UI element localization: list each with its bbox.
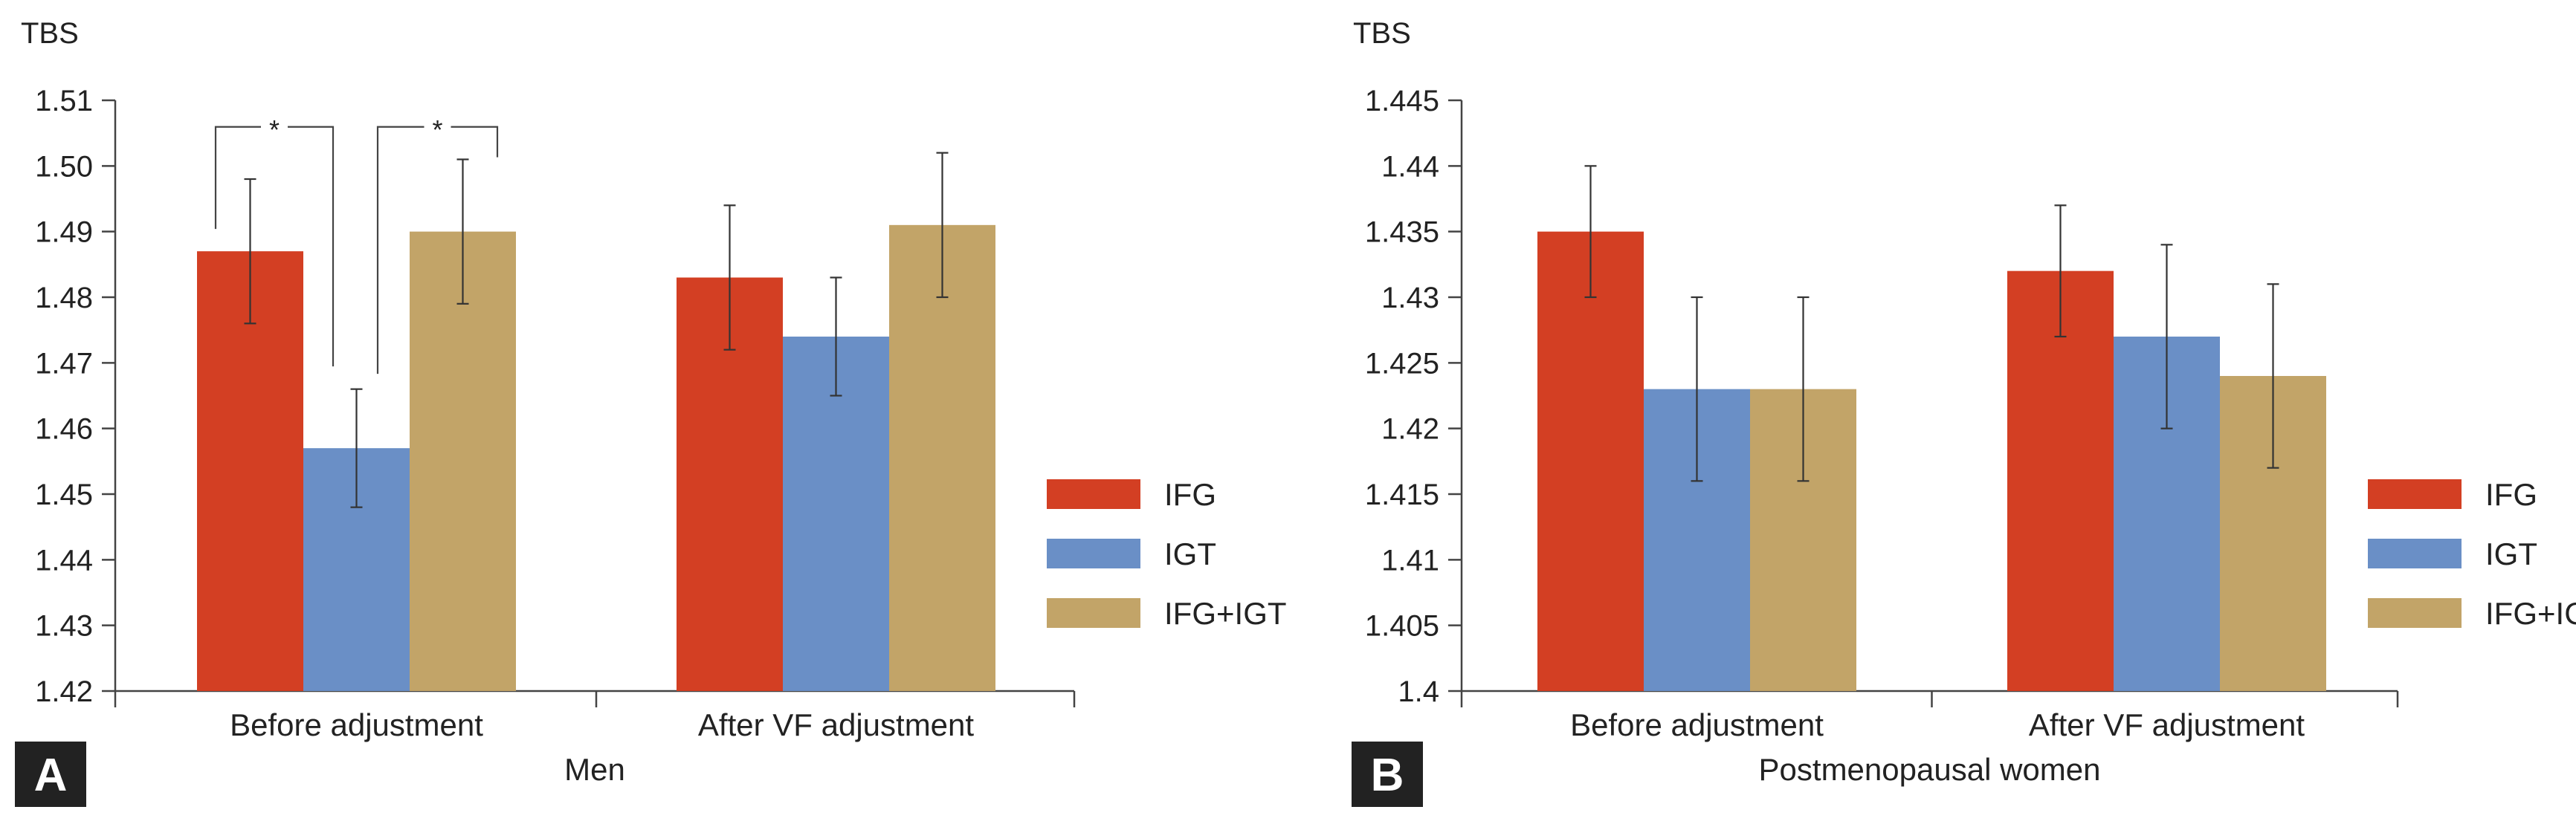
y-tick-label: 1.44 — [35, 544, 93, 577]
y-tick-label: 1.415 — [1365, 479, 1439, 511]
y-tick-label: 1.51 — [35, 85, 93, 117]
panel-label: B — [1371, 750, 1404, 801]
y-axis-title: TBS — [1353, 17, 1411, 50]
panel-label-box — [15, 742, 86, 807]
x-category-label: Before adjustment — [230, 707, 483, 742]
legend-swatch-igt — [1047, 539, 1140, 568]
legend-label: IFG — [1164, 477, 1216, 512]
x-axis-title: Men — [564, 752, 625, 787]
y-tick-label: 1.47 — [35, 347, 93, 380]
legend-label: IGT — [2485, 536, 2537, 571]
y-tick-label: 1.43 — [35, 610, 93, 643]
legend-swatch-ifg — [2368, 479, 2462, 509]
y-tick-label: 1.48 — [35, 282, 93, 314]
significance-star: * — [269, 114, 280, 145]
legend-swatch-ifg-igt — [1047, 598, 1140, 628]
y-tick-label: 1.405 — [1365, 610, 1439, 643]
x-axis-title: Postmenopausal women — [1759, 752, 2101, 787]
y-tick-label: 1.42 — [1381, 413, 1439, 446]
y-tick-label: 1.45 — [35, 479, 93, 511]
x-category-label: Before adjustment — [1570, 707, 1824, 742]
y-tick-label: 1.445 — [1365, 85, 1439, 117]
bar-ifg-0 — [1537, 231, 1644, 692]
panel-label: A — [34, 750, 68, 801]
y-tick-label: 1.425 — [1365, 347, 1439, 380]
significance-star: * — [432, 114, 442, 145]
y-tick-label: 1.50 — [35, 150, 93, 183]
chart-panel-b: 1.4 1.405 1.41 1.415 1.42 1.425 1.43 1.435 1.44 1… — [1352, 17, 2576, 807]
x-category-label: After VF adjustment — [2029, 707, 2305, 742]
legend-label: IFG+IGT — [2485, 596, 2576, 631]
y-tick-label: 1.46 — [35, 413, 93, 446]
y-tick-label: 1.43 — [1381, 282, 1439, 314]
y-tick-label: 1.42 — [35, 675, 93, 708]
bar-ifg-0 — [197, 251, 303, 692]
bar-ifg-igt-0 — [410, 231, 516, 692]
chart-panel-a: 1.42 1.43 1.44 1.45 1.46 1.47 1.48 1.49 1.50 1.51… — [15, 17, 1287, 807]
bar-ifg-1 — [2007, 270, 2114, 692]
significance-gap — [424, 119, 451, 134]
y-tick-label: 1.4 — [1398, 675, 1439, 708]
y-axis-title: TBS — [21, 17, 79, 50]
legend-swatch-ifg — [1047, 479, 1140, 509]
legend-label: IGT — [1164, 536, 1216, 571]
panel-label-box — [1352, 742, 1423, 807]
y-tick-label: 1.41 — [1381, 544, 1439, 577]
y-tick-label: 1.49 — [35, 216, 93, 249]
legend-swatch-igt — [2368, 539, 2462, 568]
legend-swatch-ifg-igt — [2368, 598, 2462, 628]
x-category-label: After VF adjustment — [698, 707, 974, 742]
legend-label: IFG — [2485, 477, 2537, 512]
significance-gap — [261, 119, 288, 134]
legend-label: IFG+IGT — [1164, 596, 1287, 631]
y-tick-label: 1.44 — [1381, 150, 1439, 183]
bar-ifg-igt-1 — [889, 224, 995, 691]
y-tick-label: 1.435 — [1365, 216, 1439, 249]
